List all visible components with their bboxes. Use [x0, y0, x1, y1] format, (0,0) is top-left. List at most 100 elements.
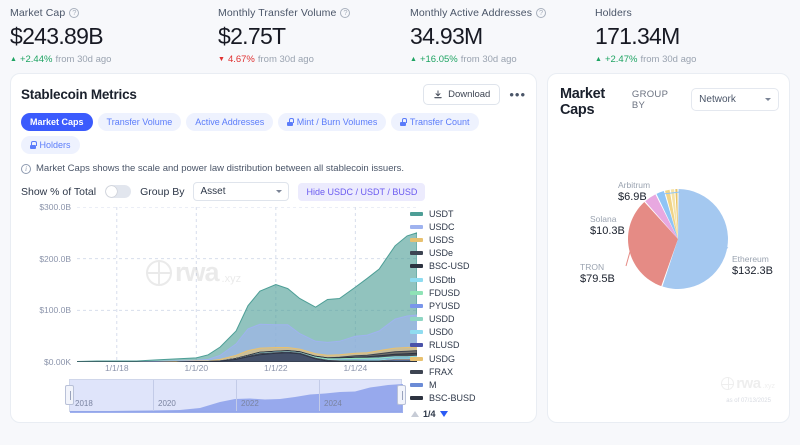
stablecoin-metrics-card: Stablecoin Metrics Download ••• Market C… [10, 73, 537, 423]
hide-stablecoins-button[interactable]: Hide USDC / USDT / BUSD [298, 182, 426, 201]
kpi-strip: Market Cap ? $243.89B ▲ +2.44% from 30d … [0, 0, 800, 65]
tab-label: Transfer Volume [106, 117, 173, 127]
x-tick-label: 1/1/24 [343, 363, 368, 373]
pie-label-name: Ethereum [732, 254, 769, 264]
time-range-slider[interactable]: 2018 2020 2022 2024 [65, 379, 406, 413]
tab-transfer-volume[interactable]: Transfer Volume [97, 113, 182, 131]
kpi-delta-value: +2.47% [604, 54, 638, 65]
network-pie-chart: Ethereum $132.3B TRON $79.5B Solana $10.3B Arb… [560, 166, 781, 404]
legend-item-usdc[interactable]: USDC [410, 220, 526, 233]
x-tick-label: 1/1/18 [104, 363, 129, 373]
legend-item-pyusd[interactable]: PYUSD [410, 299, 526, 312]
tab-active-addresses[interactable]: Active Addresses [186, 113, 274, 131]
tab-mint-burn-volumes[interactable]: Mint / Burn Volumes [278, 113, 387, 131]
kpi-delta-suffix: from 30d ago [640, 54, 697, 65]
range-handle-right[interactable] [397, 385, 406, 405]
pie-slice-other3[interactable] [675, 189, 678, 239]
lock-icon [400, 118, 408, 126]
legend-item-usd0[interactable]: USD0 [410, 326, 526, 339]
kpi-delta-suffix: from 30d ago [460, 54, 517, 65]
help-icon[interactable]: ? [536, 8, 547, 18]
legend-item-usde[interactable]: USDe [410, 247, 526, 260]
legend-item-usdg[interactable]: USDG [410, 352, 526, 365]
legend-pager: 1/4 [410, 409, 526, 419]
legend-label: RLUSD [429, 340, 460, 351]
pie-slice-solana[interactable] [645, 194, 678, 239]
pie-leader-line [650, 198, 661, 207]
legend-label: USDG [429, 353, 456, 364]
tab-market-caps[interactable]: Market Caps [21, 113, 93, 131]
page-title: Stablecoin Metrics [21, 87, 137, 102]
pie-slice-ethereum[interactable] [662, 189, 728, 289]
legend-label: USDe [429, 248, 454, 259]
pie-label-value: $6.9B [618, 191, 647, 203]
show-percent-toggle[interactable] [105, 185, 132, 198]
globe-icon [721, 377, 735, 390]
kpi-delta-value: +16.05% [419, 54, 458, 65]
group-by-label: Group By [140, 185, 185, 198]
info-icon: i [21, 163, 31, 174]
download-label: Download [448, 89, 491, 100]
page-up-icon[interactable] [411, 410, 419, 417]
right-group-by-select[interactable]: Network [691, 88, 779, 111]
kpi-label: Monthly Active Addresses [410, 7, 533, 19]
pie-slice-other1[interactable] [664, 189, 678, 239]
legend-label: USDT [429, 208, 454, 219]
x-tick-label: 1/1/22 [264, 363, 288, 373]
legend-item-m[interactable]: M [410, 378, 526, 391]
y-tick-label: $100.0B [39, 305, 71, 316]
right-group-by-value: Network [699, 94, 736, 105]
help-icon[interactable]: ? [340, 8, 351, 18]
trend-up-icon: ▲ [410, 56, 417, 63]
pie-slice-tron[interactable] [628, 202, 678, 287]
kpi-value: $2.75T [218, 23, 286, 49]
page-down-icon[interactable] [439, 410, 448, 417]
watermark-date: as of 07/13/2025 [726, 398, 771, 404]
pie-label-name: Solana [590, 214, 617, 224]
tab-label: Active Addresses [195, 117, 265, 127]
kpi-monthly-transfer-volume: Monthly Transfer Volume ? $2.75T ▼ 4.67%… [208, 6, 400, 65]
hide-stablecoins-label: Hide USDC / USDT / BUSD [306, 186, 418, 197]
pie-label-value: $132.3B [732, 265, 773, 277]
pie-slice-arbitrum[interactable] [656, 191, 678, 239]
kpi-label: Market Cap [10, 7, 66, 19]
legend-item-usds[interactable]: USDS [410, 233, 526, 246]
legend-item-usdd[interactable]: USDD [410, 313, 526, 326]
kpi-delta: ▼ 4.67% from 30d ago [218, 54, 392, 65]
help-icon[interactable]: ? [69, 8, 80, 18]
kpi-delta-value: +2.44% [19, 54, 53, 65]
show-percent-label: Show % of Total [21, 185, 97, 198]
info-text: Market Caps shows the scale and power la… [36, 163, 405, 174]
kpi-delta-suffix: from 30d ago [55, 54, 112, 65]
y-tick-label: $300.0B [39, 202, 71, 212]
lock-icon [30, 141, 37, 149]
lock-icon [287, 118, 294, 126]
legend-label: FRAX [429, 366, 454, 377]
y-axis-labels: $300.0B $200.0B $100.0B $0.00K [21, 202, 73, 367]
pie-chart-svg[interactable] [560, 166, 781, 316]
legend-item-bsc-usd[interactable]: BSC-USD [410, 260, 526, 273]
download-button[interactable]: Download [423, 84, 501, 105]
pie-label-solana: Solana $10.3B [590, 214, 625, 237]
chart-plot-area[interactable] [76, 206, 418, 363]
group-by-select[interactable]: Asset [193, 182, 290, 201]
legend-item-usdtb[interactable]: USDtb [410, 273, 526, 286]
x-tick-label: 1/1/20 [184, 363, 209, 373]
pie-label-arbitrum: Arbitrum $6.9B [618, 180, 650, 203]
legend-item-usdt[interactable]: USDT [410, 207, 526, 220]
tab-label: Holders [39, 140, 71, 150]
legend-swatch [410, 396, 423, 401]
legend-item-bsc-busd[interactable]: BSC-BUSD [410, 392, 526, 405]
legend-item-frax[interactable]: FRAX [410, 365, 526, 378]
range-handle-left[interactable] [65, 385, 74, 405]
legend-item-fdusd[interactable]: FDUSD [410, 286, 526, 299]
range-year: 2024 [324, 399, 342, 408]
more-options-icon[interactable]: ••• [509, 86, 526, 102]
tab-transfer-count[interactable]: Transfer Count [391, 113, 479, 131]
right-group-by: GROUP BY Network [632, 88, 779, 111]
tab-label: Transfer Count [409, 117, 470, 127]
legend-item-rlusd[interactable]: RLUSD [410, 339, 526, 352]
pie-slice-other2[interactable] [670, 189, 678, 239]
tab-holders[interactable]: Holders [21, 136, 80, 154]
